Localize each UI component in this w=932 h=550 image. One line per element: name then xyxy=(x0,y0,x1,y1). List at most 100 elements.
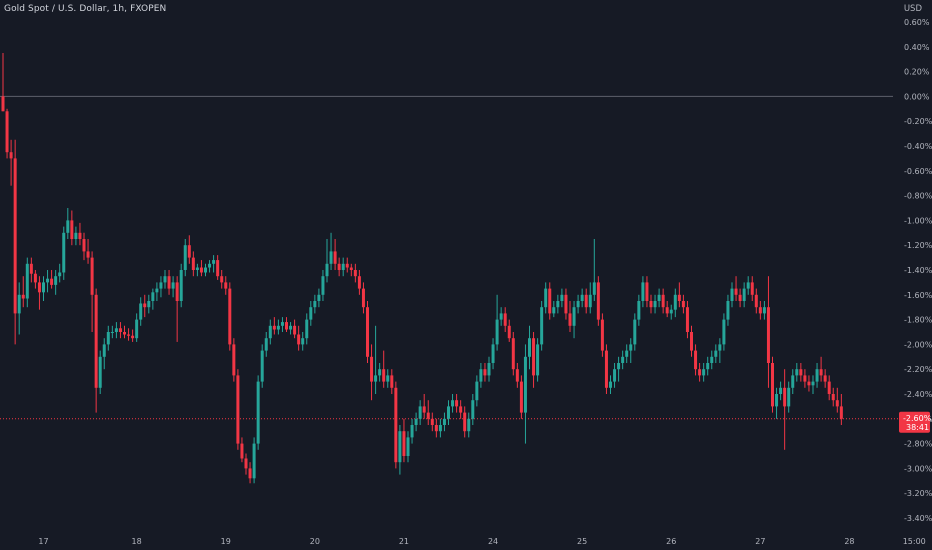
candle xyxy=(625,344,629,363)
candle-body xyxy=(236,375,240,444)
candle xyxy=(252,437,256,484)
candle xyxy=(102,338,106,370)
candle-body xyxy=(677,294,681,301)
candle xyxy=(726,294,730,326)
symbol-title: Gold Spot / U.S. Dollar, 1h, FXOPEN xyxy=(4,4,167,14)
candle-body xyxy=(637,301,641,320)
candle-body xyxy=(775,394,779,407)
candle xyxy=(685,301,689,339)
candle-body xyxy=(750,282,754,295)
candle xyxy=(276,319,280,335)
candle-body xyxy=(139,303,143,320)
candle-body xyxy=(625,350,629,357)
candle-body xyxy=(438,425,442,432)
candle xyxy=(228,282,232,351)
candle xyxy=(633,313,637,351)
x-tick-label: 19 xyxy=(221,537,231,546)
candle xyxy=(669,304,673,320)
y-axis[interactable]: 0.60% 0.40% 0.20% 0.00% -0.20% -0.40% -0.60% -0… xyxy=(904,18,932,523)
candle-body xyxy=(532,338,536,376)
candle-body xyxy=(349,267,353,270)
candle xyxy=(649,294,653,314)
candle-body xyxy=(357,276,361,289)
candle-body xyxy=(386,375,390,382)
candle-body xyxy=(131,335,135,339)
candle xyxy=(54,270,58,295)
candle xyxy=(839,394,843,425)
candle-body xyxy=(127,334,131,336)
candle-body xyxy=(98,356,102,388)
candle xyxy=(224,276,228,295)
candle xyxy=(600,313,604,357)
candle-body xyxy=(495,319,499,345)
x-tick-label: 26 xyxy=(666,537,676,546)
candle-body xyxy=(653,301,657,308)
candle xyxy=(414,412,418,432)
candle-body xyxy=(17,294,21,314)
candle xyxy=(301,332,305,351)
candle xyxy=(398,425,402,475)
candle xyxy=(609,375,612,394)
candle xyxy=(564,288,568,320)
candle-body xyxy=(795,369,799,376)
candle xyxy=(183,239,187,277)
candle xyxy=(742,282,746,308)
candles xyxy=(1,53,843,484)
currency-label[interactable]: USD xyxy=(903,4,922,14)
candle xyxy=(159,276,163,298)
candle xyxy=(762,301,766,320)
candle xyxy=(378,363,382,382)
candle xyxy=(90,251,94,332)
candle-body xyxy=(102,344,106,357)
candle xyxy=(588,282,592,314)
candle xyxy=(718,338,722,363)
candle-body xyxy=(791,375,795,388)
candle-body xyxy=(580,294,584,301)
candle-body xyxy=(754,294,758,308)
candle-body xyxy=(742,288,746,301)
y-tick-label: -2.80% xyxy=(904,440,932,449)
candle xyxy=(803,369,807,388)
x-axis[interactable]: 17 18 19 20 21 24 25 26 27 28 15:00 xyxy=(38,537,925,546)
candle-body xyxy=(114,328,118,332)
candle-body xyxy=(823,375,827,382)
candle-body xyxy=(479,369,483,382)
candle-body xyxy=(199,267,203,273)
candle xyxy=(341,257,345,277)
candle xyxy=(106,325,110,351)
candle xyxy=(641,276,645,308)
y-tick-label: -1.60% xyxy=(904,291,932,300)
candle-body xyxy=(244,458,248,469)
candle xyxy=(442,412,446,432)
candle xyxy=(823,369,827,388)
candle xyxy=(787,381,791,413)
candle-body xyxy=(487,363,491,376)
candle xyxy=(661,288,665,314)
y-tick-label: -3.00% xyxy=(904,464,932,473)
candle xyxy=(722,313,726,351)
candle xyxy=(629,338,633,363)
candle xyxy=(738,288,742,308)
candle xyxy=(422,394,426,419)
candle-body xyxy=(523,356,527,413)
candle-body xyxy=(633,319,637,345)
candle-body xyxy=(835,400,839,407)
candle-body xyxy=(240,443,244,459)
candle-body xyxy=(536,344,540,376)
candle-body xyxy=(204,267,207,273)
candle-body xyxy=(459,406,463,413)
candle xyxy=(463,406,467,438)
candle xyxy=(677,282,681,308)
candle xyxy=(58,263,62,283)
last-price-value: -2.60% xyxy=(903,414,932,423)
candle xyxy=(285,317,288,332)
candle-body xyxy=(216,260,220,277)
candle xyxy=(70,210,74,246)
candle xyxy=(410,418,414,444)
candle xyxy=(289,322,293,335)
candle-body xyxy=(159,282,163,289)
x-tick-label: 17 xyxy=(38,537,48,546)
y-tick-label: -0.60% xyxy=(904,167,932,176)
